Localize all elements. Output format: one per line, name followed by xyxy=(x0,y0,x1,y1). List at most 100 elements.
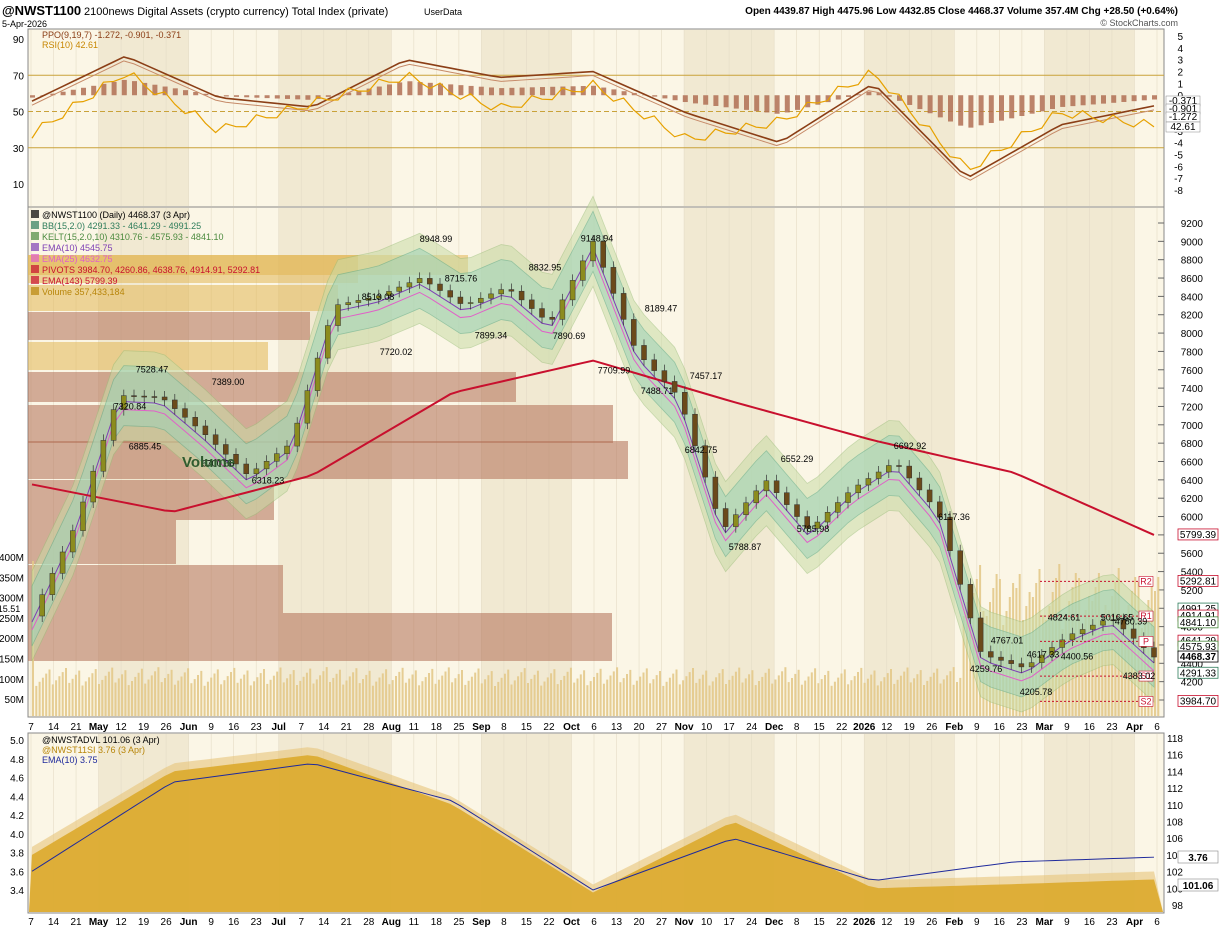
volume-bar xyxy=(381,673,384,716)
ppo-histogram-bar xyxy=(30,95,35,98)
volume-bar xyxy=(533,674,536,716)
volume-bar xyxy=(78,670,81,716)
ppo-tick-label: -6 xyxy=(1174,162,1183,173)
ppo-histogram-bar xyxy=(223,95,229,97)
volume-bar xyxy=(596,672,599,716)
candle-body xyxy=(233,453,239,465)
volume-bar xyxy=(715,677,718,716)
advl-axis: 118 116 114 112 110 108 106 104 102 100 98 xyxy=(1166,734,1183,912)
volume-bar xyxy=(744,678,747,716)
candle-body xyxy=(223,444,229,455)
candle-body xyxy=(855,484,861,494)
volume-tick-label: 200M xyxy=(0,634,24,645)
ppo-histogram-bar xyxy=(774,95,780,114)
volume-bar xyxy=(322,671,325,716)
volume-bar xyxy=(754,685,757,716)
ppo-histogram-bar xyxy=(662,95,668,99)
ppo-tick-label: 1 xyxy=(1177,79,1183,90)
candle-body xyxy=(988,651,994,658)
ppo-histogram-bar xyxy=(60,91,66,96)
candle-body xyxy=(1008,660,1014,664)
volume-bar xyxy=(903,671,906,716)
price-candles xyxy=(39,235,1157,673)
volume-bar xyxy=(137,672,140,716)
rsi-line xyxy=(31,69,1155,171)
ppo-histogram-bar xyxy=(733,95,739,109)
legend-swatch xyxy=(31,254,39,262)
price-annotation: 4767.01 xyxy=(991,636,1024,646)
volume-bar xyxy=(335,673,338,716)
volume-bar xyxy=(144,683,147,716)
price-badge-text: 4575.93 xyxy=(1180,642,1217,653)
ppo-histogram-bar xyxy=(682,95,688,103)
ppo-histogram-bar xyxy=(376,86,382,96)
volume-bar xyxy=(540,685,543,716)
ppo-histogram-bar xyxy=(519,87,525,96)
x-tick-label: 23 xyxy=(1016,722,1028,733)
legend-swatch xyxy=(31,276,39,284)
x-tick-label: 27 xyxy=(656,917,668,928)
pivot-tag-text: S1 xyxy=(1140,671,1151,681)
price-annotation: 4617.33 xyxy=(1027,649,1060,659)
volume-bar xyxy=(193,679,196,716)
main-legend-entry: Volume 357,433,184 xyxy=(42,287,125,297)
chart-date: 5-Apr-2026 xyxy=(2,19,47,29)
volume-bar xyxy=(127,685,130,716)
candle-body xyxy=(539,308,545,318)
volume-bar xyxy=(114,682,117,716)
price-badge xyxy=(1177,695,1219,707)
price-badge-text: 3984.70 xyxy=(1180,696,1217,707)
x-tick-label: 23 xyxy=(251,722,263,733)
volume-bar xyxy=(371,685,374,716)
rsi-tick-label: 50 xyxy=(13,108,25,119)
volume-bar xyxy=(705,670,708,716)
volume-bar xyxy=(507,669,510,716)
volume-bar xyxy=(434,683,437,716)
ppo-histogram-bar xyxy=(111,81,117,96)
ppo-histogram-bar xyxy=(91,85,97,96)
volume-bar xyxy=(602,683,605,716)
volume-bar xyxy=(299,680,302,716)
x-tick-label: 11 xyxy=(409,917,420,928)
volume-bar xyxy=(1101,619,1104,716)
volume-bar xyxy=(358,683,361,716)
ppo-histogram-bar xyxy=(305,95,311,100)
ppo-histogram-bar xyxy=(570,86,576,96)
volume-bar xyxy=(645,668,648,716)
advl-tick-label: 112 xyxy=(1167,784,1183,795)
volume-bar xyxy=(296,685,298,716)
volume-bar xyxy=(701,674,704,716)
x-tick-label: 9 xyxy=(208,722,214,733)
x-tick-label: 21 xyxy=(341,722,353,733)
pivot-tag-text: R1 xyxy=(1140,611,1152,621)
x-tick-label: 14 xyxy=(48,917,60,928)
volume-bar xyxy=(388,684,391,716)
si-tick-label: 4.6 xyxy=(10,774,24,785)
volume-bar xyxy=(437,679,440,716)
candle-body xyxy=(172,399,178,409)
volume-bar xyxy=(890,669,892,716)
volume-bar xyxy=(233,667,236,716)
price-annotation: 6692.92 xyxy=(894,441,927,451)
volume-bar xyxy=(553,669,556,716)
ppo-histogram-bar xyxy=(713,95,719,106)
candle-body xyxy=(59,551,66,574)
bottom-value-badge-text: 101.06 xyxy=(1183,881,1214,892)
volume-bar xyxy=(837,677,840,716)
volume-bar xyxy=(487,675,490,716)
volume-bar xyxy=(474,672,477,716)
ppo-histogram-bar xyxy=(1090,95,1096,105)
x-tick-label: 7 xyxy=(298,722,304,733)
x-tick-label: 8 xyxy=(501,917,507,928)
volume-bar xyxy=(266,683,269,716)
volume-bar xyxy=(682,680,685,716)
x-tick-label: Mar xyxy=(1036,722,1054,733)
ppo-histogram-bar xyxy=(805,95,811,108)
candle-body xyxy=(396,286,402,292)
candle-body xyxy=(325,325,331,359)
volume-bar xyxy=(38,681,41,716)
volume-bar xyxy=(777,675,780,716)
price-tick-label: 7200 xyxy=(1181,402,1204,413)
volume-bar xyxy=(913,678,916,716)
x-tick-label: 26 xyxy=(926,917,938,928)
